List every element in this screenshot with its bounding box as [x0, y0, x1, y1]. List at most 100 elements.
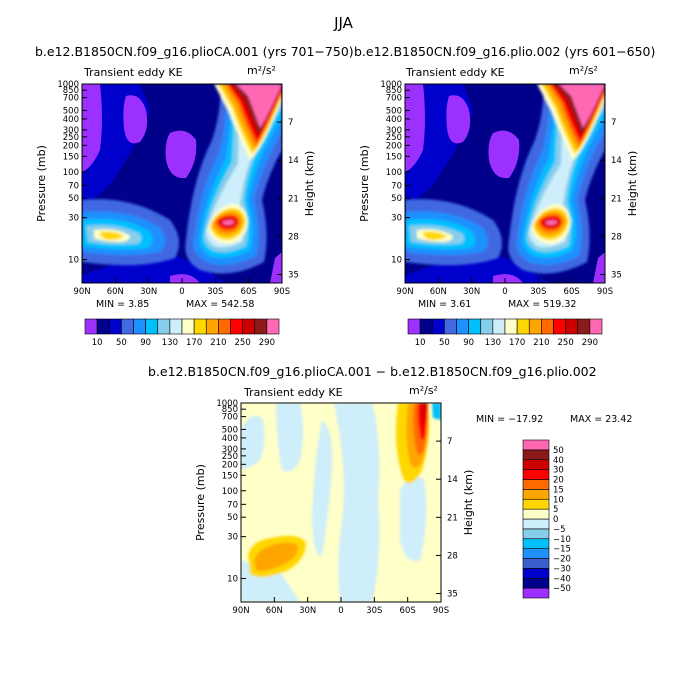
panel-2-p-tick-label: 700	[386, 94, 402, 104]
panel-2-x-tick-label: 30S	[530, 287, 546, 297]
panel-1-p-tick-label: 700	[63, 94, 79, 104]
panel-2-min: MIN = 3.61	[418, 299, 472, 310]
p3-neg-equator	[334, 403, 380, 602]
p1-contour-left-low	[82, 250, 225, 283]
panel-1-x-tick-label: 90S	[274, 287, 290, 297]
panel-3-p-tick-label: 200	[222, 460, 238, 470]
colorbar-panel-3-swatch	[522, 548, 550, 559]
colorbar-panel-3-swatch	[522, 528, 550, 540]
colorbar-panel-2-label: 290	[582, 338, 598, 348]
panel-2-p-tick-label: 70	[391, 181, 402, 191]
colorbar-panel-1-swatch	[181, 318, 195, 335]
panel-3-p-tick-label: 50	[227, 513, 238, 523]
colorbar-panel-3-label: −10	[553, 535, 571, 545]
panel-3-min: MIN = −17.92	[476, 414, 544, 425]
p1-purple-cell-a	[123, 95, 148, 144]
panel-3-x-tick-label: 30S	[366, 606, 382, 616]
colorbar-panel-1: 10 50 90 130 170 210 250 290	[84, 318, 280, 348]
colorbar-panel-1-swatch	[84, 318, 98, 335]
panel-3-p-tick-label: 30	[227, 533, 238, 543]
panel-3-p-tick-label: 850	[222, 405, 238, 415]
colorbar-panel-3-swatch	[522, 558, 550, 569]
colorbar-panel-3-label: −20	[553, 555, 571, 565]
panel-2-x-tick-label: 90S	[597, 287, 613, 297]
panel-2-units: m²/s²	[569, 64, 598, 77]
panel-1-p-tick-label: 150	[63, 152, 79, 162]
panel-1-y2label: Height (km)	[303, 151, 316, 217]
colorbar-panel-3-label: −5	[553, 525, 566, 535]
colorbar-panel-1-swatch	[205, 318, 219, 335]
colorbar-panel-2-swatch	[516, 318, 530, 335]
panel-3-y2label: Height (km)	[462, 470, 475, 536]
panel-3-x-tick-label: 60S	[400, 606, 416, 616]
panel-2-title: b.e12.B1850CN.f09_g16.plio.002 (yrs 601−…	[354, 44, 656, 59]
colorbar-panel-3-label: −40	[553, 574, 571, 584]
panel-2-x-tick-label: 90N	[396, 287, 413, 297]
panel-2-y2label: Height (km)	[626, 151, 639, 217]
colorbar-panel-3-label: −15	[553, 545, 571, 555]
colorbar-panel-2-swatch	[419, 318, 433, 335]
panel-1-z-tick-label: 28	[288, 232, 299, 242]
colorbar-panel-3-swatch	[522, 538, 550, 549]
colorbar-panel-2-swatch	[468, 318, 482, 335]
panel-3-p-tick-label: 150	[222, 471, 238, 481]
colorbar-panel-3-swatch	[522, 498, 550, 510]
panel-1-x-tick-label: 90N	[73, 287, 90, 297]
colorbar-panel-2-label: 250	[558, 338, 574, 348]
colorbar-panel-3-swatch	[522, 449, 550, 461]
p1-purple-low	[170, 274, 200, 283]
panel-1-x-tick-label: 30N	[140, 287, 157, 297]
p3-neg-left-top	[241, 415, 265, 469]
panel-2-p-tick-label: 50	[391, 194, 402, 204]
panel-2-z-tick-label: 14	[611, 156, 622, 166]
panel-3-x-tick-label: 60N	[266, 606, 283, 616]
panel-1-p-tick-label: 200	[63, 141, 79, 151]
colorbar-panel-3-label: 40	[553, 456, 564, 466]
p2-contours	[405, 84, 605, 283]
panel-1-axes: 90N 60N 30N 0 30S 60S 90S103050701001502002503…	[35, 80, 316, 297]
colorbar-panel-3-label: 10	[553, 495, 564, 505]
p3-neg-south	[400, 476, 427, 562]
colorbar-panel-3-swatch	[522, 568, 550, 579]
panel-3-x-tick-label: 30N	[299, 606, 316, 616]
colorbar-panel-2-swatch	[504, 318, 518, 335]
panel-3-p-tick-label: 10	[227, 575, 238, 585]
colorbar-panel-2-label: 210	[533, 338, 549, 348]
panel-2-p-tick-label: 300	[386, 126, 402, 136]
colorbar-panel-3-swatch	[522, 459, 550, 470]
panel-2-p-tick-label: 100	[386, 168, 402, 178]
panel-2-max: MAX = 519.32	[508, 299, 577, 310]
panel-3-z-tick-label: 14	[447, 475, 458, 485]
panel-2-z-tick-label: 21	[611, 194, 622, 204]
panel-1-p-tick-label: 250	[63, 133, 79, 143]
panel-1-z-tick-label: 21	[288, 194, 299, 204]
panel-3-z-tick-label: 7	[447, 437, 452, 447]
p1-sh-jet	[185, 84, 282, 274]
colorbar-panel-1-swatch	[254, 318, 268, 335]
panel-3-p-tick-label: 1000	[216, 399, 238, 409]
colorbar-panel-2-swatch	[456, 318, 469, 335]
panel-1-title: b.e12.B1850CN.f09_g16.plioCA.001 (yrs 70…	[35, 44, 354, 59]
panel-2-x-tick-label: 60S	[564, 287, 580, 297]
colorbar-panel-1-label: 170	[186, 338, 202, 348]
colorbar-panel-3-label: 5	[553, 505, 558, 515]
panel-3-x-tick-label: 0	[338, 606, 343, 616]
colorbar-panel-2-swatch	[541, 318, 554, 335]
panel-1-p-tick-label: 50	[68, 194, 79, 204]
panel-1-max: MAX = 542.58	[186, 299, 255, 310]
colorbar-panel-2-swatch	[589, 318, 603, 335]
colorbar-panel-1-label: 290	[259, 338, 275, 348]
colorbar-panel-3-label: 30	[553, 466, 564, 476]
panel-3-axes: 90N 60N 30N 0 30S 60S 90S103050701001502002503…	[194, 399, 475, 616]
colorbar-panel-2-swatch	[407, 318, 421, 335]
colorbar-panel-2-swatch	[444, 318, 457, 335]
p3-pos-strat-30	[421, 403, 427, 426]
colorbar-panel-3-swatch	[522, 479, 550, 490]
colorbar-panel-1-swatch	[157, 318, 171, 335]
colorbar-panel-2: 10 50 90 130 170 210 250 290	[407, 318, 603, 348]
panel-1-units: m²/s²	[247, 64, 276, 77]
colorbar-panel-2-swatch	[553, 318, 566, 335]
panel-2-p-tick-label: 10	[391, 256, 402, 266]
